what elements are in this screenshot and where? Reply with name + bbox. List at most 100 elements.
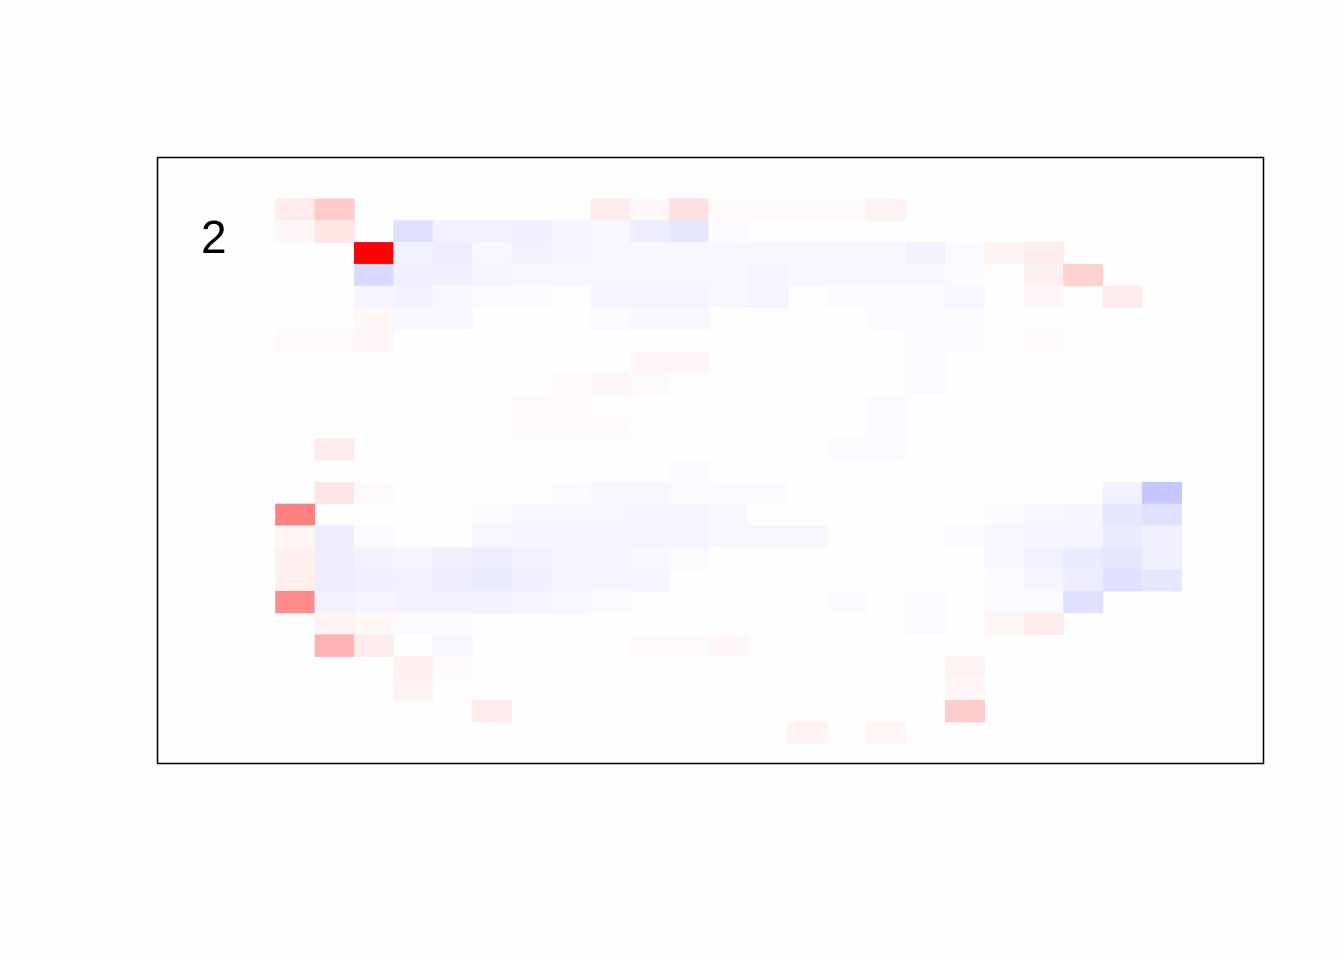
heatmap-cell [590,198,631,221]
heatmap-cell [590,372,631,396]
heatmap-cell [629,503,670,527]
heatmap-cell [511,569,552,592]
heatmap-cell [629,220,670,243]
heatmap-cell [275,590,316,614]
heatmap-cell [1023,590,1064,614]
heatmap-cell [393,307,434,330]
heatmap-cell [669,460,710,483]
heatmap-cell [1102,285,1143,309]
heatmap-cell [866,307,907,330]
heatmap-cell [551,242,591,265]
heatmap-cell [314,481,355,505]
heatmap-cell [354,329,394,352]
heatmap-cell [314,220,355,243]
heatmap-cell [866,198,907,221]
heatmap-cell [472,590,513,614]
heatmap-cell [1063,263,1104,287]
heatmap-cell [275,547,316,570]
heatmap-cell [590,481,631,505]
heatmap-cell [1063,503,1104,527]
heatmap-cells [275,198,1182,745]
heatmap-cell [314,525,355,548]
heatmap-cell [748,481,788,505]
heatmap-cell [511,590,552,614]
heatmap-cell [511,394,552,418]
heatmap-cell [432,307,473,330]
heatmap-cell [708,198,749,221]
heatmap-cell [472,503,513,527]
heatmap-cell [590,569,631,592]
heatmap-cell [354,242,394,265]
heatmap-cell [669,307,710,330]
heatmap-cell [314,612,355,636]
heatmap-cell [590,416,631,439]
heatmap-cell [945,263,985,287]
heatmap-cell [354,547,394,570]
heatmap-cell [984,612,1025,636]
heatmap-cell [866,394,907,418]
heatmap-cell [393,263,434,287]
heatmap-cell [905,285,946,309]
heatmap-cell [472,263,513,287]
heatmap-cell [551,416,591,439]
heatmap-cell [748,525,788,548]
heatmap-cell [511,220,552,243]
heatmap-cell [314,569,355,592]
heatmap-cell [984,525,1025,548]
heatmap-cell [866,285,907,309]
heatmap-cell [511,503,552,527]
heatmap-cell [432,634,473,657]
heatmap-cell [629,569,670,592]
heatmap-cell [669,285,710,309]
heatmap-cell [393,656,434,679]
heatmap-cell [393,285,434,309]
heatmap-cell [629,547,670,570]
heatmap-cell [905,351,946,374]
heatmap-cell [472,699,513,723]
heatmap-cell [275,198,316,221]
heatmap-cell [432,569,473,592]
heatmap-cell [393,547,434,570]
heatmap-cell [984,569,1025,592]
heatmap-cell [866,416,907,439]
plot-border [156,156,1265,765]
heatmap-cell [748,263,788,287]
heatmap-cell [905,372,946,396]
heatmap-cell [432,612,473,636]
heatmap-cell [905,590,946,614]
heatmap-cell [629,481,670,505]
heatmap-cell [629,351,670,374]
heatmap-cell [669,263,710,287]
heatmap-cell [1063,547,1104,570]
heatmap-cell [551,481,591,505]
heatmap-cell [590,220,631,243]
heatmap-cell [472,285,513,309]
heatmap-cell [354,612,394,636]
heatmap-cell [866,242,907,265]
heatmap-cell [551,569,591,592]
heatmap-cell [432,242,473,265]
heatmap-cell [787,198,828,221]
heatmap-cell [787,525,828,548]
heatmap-cell [354,285,394,309]
heatmap-cell [590,525,631,548]
heatmap-cell [1023,525,1064,548]
heatmap-cell [629,525,670,548]
heatmap-cell [905,263,946,287]
heatmap-cell [354,590,394,614]
heatmap-cell [314,438,355,461]
heatmap-cell [905,329,946,352]
heatmap-cell [708,634,749,657]
heatmap-cell [354,525,394,548]
heatmap-cell [551,394,591,418]
heatmap-cell [669,634,710,657]
heatmap-cell [1023,285,1064,309]
heatmap-cell [1102,503,1143,527]
heatmap-cell [669,220,710,243]
heatmap-cell [275,329,316,352]
heatmap-cell [669,547,710,570]
heatmap-cell [275,569,316,592]
heatmap-cell [354,569,394,592]
heatmap-cell [551,525,591,548]
heatmap-cell [1023,329,1064,352]
